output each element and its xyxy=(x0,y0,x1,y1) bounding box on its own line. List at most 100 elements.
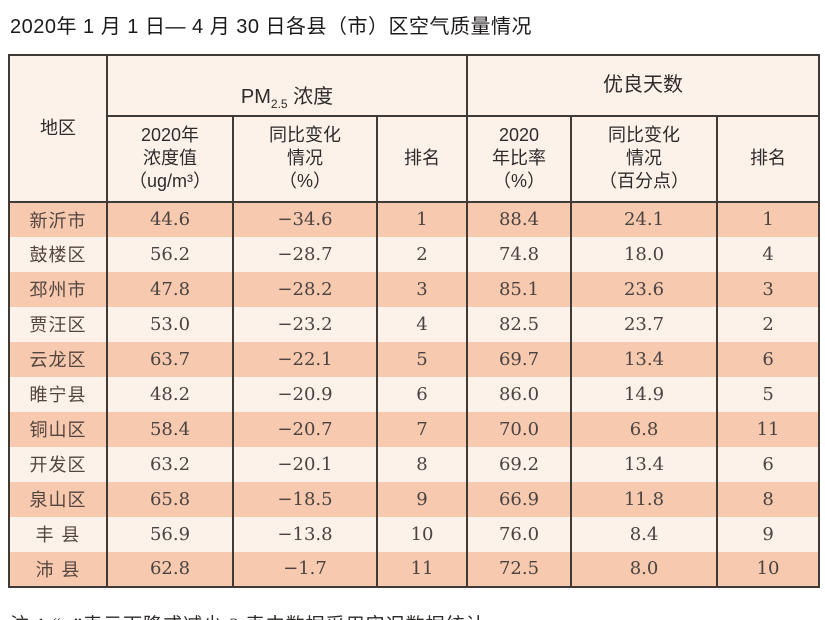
table-footnote: 注:1.“−”表示下降或减少;2.表中数据采用实况数据统计。 xyxy=(10,610,818,620)
good-rank-cell: 3 xyxy=(716,271,821,307)
good-change-cell: 11.8 xyxy=(570,481,719,517)
table-row: 鼓楼区 56.2 −28.7 2 74.8 18.0 4 xyxy=(8,236,821,272)
header-pm25-rank: 排名 xyxy=(375,114,469,203)
table-row: 沛 县 62.8 −1.7 11 72.5 8.0 10 xyxy=(8,551,821,587)
good-ratio-cell: 85.1 xyxy=(466,271,573,307)
good-rank-cell: 2 xyxy=(716,306,821,342)
table-row: 泉山区 65.8 −18.5 9 66.9 11.8 8 xyxy=(8,481,821,517)
header-group-good-days: 优良天数 xyxy=(466,54,821,117)
good-ratio-cell: 86.0 xyxy=(466,376,573,412)
good-rank-cell: 10 xyxy=(716,551,821,587)
good-rank-cell: 5 xyxy=(716,376,821,412)
pm25-change-cell: −34.6 xyxy=(232,201,378,237)
table-row: 云龙区 63.7 −22.1 5 69.7 13.4 6 xyxy=(8,341,821,377)
good-change-cell: 23.7 xyxy=(570,306,719,342)
good-rank-cell: 9 xyxy=(716,516,821,552)
table-row: 丰 县 56.9 −13.8 10 76.0 8.4 9 xyxy=(8,516,821,552)
region-cell: 邳州市 xyxy=(8,271,108,307)
region-cell: 新沂市 xyxy=(8,201,108,237)
table-row: 邳州市 47.8 −28.2 3 85.1 23.6 3 xyxy=(8,271,821,307)
header-good-rank: 排名 xyxy=(716,114,821,203)
pm25-rank-cell: 10 xyxy=(375,516,469,552)
table-row: 铜山区 58.4 −20.7 7 70.0 6.8 11 xyxy=(8,411,821,447)
good-ratio-cell: 88.4 xyxy=(466,201,573,237)
good-change-cell: 13.4 xyxy=(570,446,719,482)
good-change-cell: 8.0 xyxy=(570,551,719,587)
region-cell: 睢宁县 xyxy=(8,376,108,412)
pm25-rank-cell: 2 xyxy=(375,236,469,272)
good-rank-cell: 6 xyxy=(716,341,821,377)
good-rank-cell: 1 xyxy=(716,201,821,237)
pm25-value-cell: 44.6 xyxy=(106,201,234,237)
good-ratio-cell: 72.5 xyxy=(466,551,573,587)
header-region: 地区 xyxy=(8,54,108,203)
page-title: 2020年 1 月 1 日— 4 月 30 日各县（市）区空气质量情况 xyxy=(10,16,533,38)
pm25-rank-cell: 1 xyxy=(375,201,469,237)
good-ratio-cell: 69.7 xyxy=(466,341,573,377)
pm25-value-cell: 62.8 xyxy=(106,551,234,587)
pm25-value-cell: 56.2 xyxy=(106,236,234,272)
pm25-change-cell: −13.8 xyxy=(232,516,378,552)
pm25-change-cell: −18.5 xyxy=(232,481,378,517)
good-change-cell: 24.1 xyxy=(570,201,719,237)
header-good-ratio: 2020 年比率 （%） xyxy=(466,114,573,203)
good-ratio-cell: 69.2 xyxy=(466,446,573,482)
header-good-change: 同比变化 情况 （百分点） xyxy=(570,114,719,203)
table-row: 贾汪区 53.0 −23.2 4 82.5 23.7 2 xyxy=(8,306,821,342)
good-rank-cell: 6 xyxy=(716,446,821,482)
pm25-change-cell: −20.9 xyxy=(232,376,378,412)
pm25-change-cell: −20.1 xyxy=(232,446,378,482)
table-row: 睢宁县 48.2 −20.9 6 86.0 14.9 5 xyxy=(8,376,821,412)
good-change-cell: 18.0 xyxy=(570,236,719,272)
pm25-rank-cell: 8 xyxy=(375,446,469,482)
good-change-cell: 14.9 xyxy=(570,376,719,412)
pm25-change-cell: −22.1 xyxy=(232,341,378,377)
air-quality-table: 地区 PM2.5 浓度 优良天数 2020年 浓度值 （ug/m³） 同比变化 … xyxy=(8,54,821,588)
pm25-rank-cell: 6 xyxy=(375,376,469,412)
table-header: 地区 PM2.5 浓度 优良天数 2020年 浓度值 （ug/m³） 同比变化 … xyxy=(8,54,821,203)
pm25-value-cell: 53.0 xyxy=(106,306,234,342)
pm25-value-cell: 56.9 xyxy=(106,516,234,552)
pm25-change-cell: −28.7 xyxy=(232,236,378,272)
pm25-label-suffix: 浓度 xyxy=(287,86,334,108)
good-rank-cell: 4 xyxy=(716,236,821,272)
pm25-rank-cell: 9 xyxy=(375,481,469,517)
pm25-rank-cell: 11 xyxy=(375,551,469,587)
good-change-cell: 23.6 xyxy=(570,271,719,307)
region-cell: 沛 县 xyxy=(8,551,108,587)
pm25-value-cell: 63.7 xyxy=(106,341,234,377)
pm25-label-subscript: 2.5 xyxy=(270,97,288,111)
good-ratio-cell: 70.0 xyxy=(466,411,573,447)
good-change-cell: 8.4 xyxy=(570,516,719,552)
pm25-value-cell: 48.2 xyxy=(106,376,234,412)
pm25-value-cell: 58.4 xyxy=(106,411,234,447)
good-change-cell: 13.4 xyxy=(570,341,719,377)
region-cell: 铜山区 xyxy=(8,411,108,447)
good-rank-cell: 8 xyxy=(716,481,821,517)
pm25-rank-cell: 3 xyxy=(375,271,469,307)
table-body: 新沂市 44.6 −34.6 1 88.4 24.1 1 鼓楼区 56.2 −28.7 2 74.8 1… xyxy=(8,201,821,587)
header-pm25-change: 同比变化 情况 （%） xyxy=(232,114,378,203)
table-row: 新沂市 44.6 −34.6 1 88.4 24.1 1 xyxy=(8,201,821,237)
header-pm25-value: 2020年 浓度值 （ug/m³） xyxy=(106,114,234,203)
pm25-rank-cell: 4 xyxy=(375,306,469,342)
pm25-change-cell: −28.2 xyxy=(232,271,378,307)
pm25-value-cell: 65.8 xyxy=(106,481,234,517)
region-cell: 丰 县 xyxy=(8,516,108,552)
pm25-value-cell: 63.2 xyxy=(106,446,234,482)
good-ratio-cell: 82.5 xyxy=(466,306,573,342)
region-cell: 云龙区 xyxy=(8,341,108,377)
pm25-change-cell: −20.7 xyxy=(232,411,378,447)
pm25-label-prefix: PM xyxy=(240,86,271,108)
table-row: 开发区 63.2 −20.1 8 69.2 13.4 6 xyxy=(8,446,821,482)
region-cell: 泉山区 xyxy=(8,481,108,517)
pm25-change-cell: −1.7 xyxy=(232,551,378,587)
good-rank-cell: 11 xyxy=(716,411,821,447)
good-ratio-cell: 74.8 xyxy=(466,236,573,272)
pm25-rank-cell: 5 xyxy=(375,341,469,377)
good-ratio-cell: 76.0 xyxy=(466,516,573,552)
region-cell: 开发区 xyxy=(8,446,108,482)
region-cell: 鼓楼区 xyxy=(8,236,108,272)
pm25-value-cell: 47.8 xyxy=(106,271,234,307)
